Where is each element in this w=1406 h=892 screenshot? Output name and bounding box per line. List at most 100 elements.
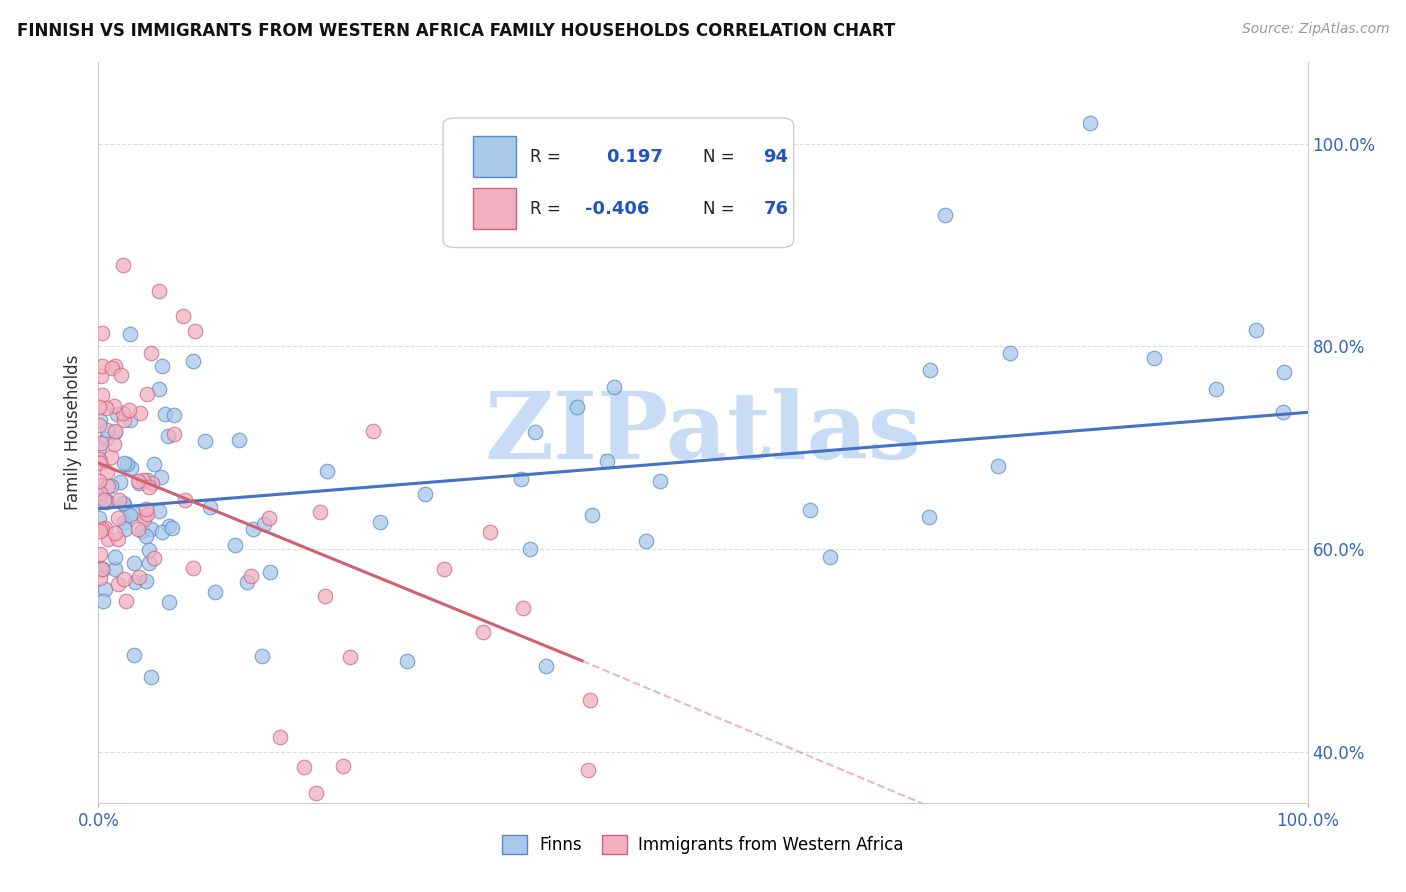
Point [150,359,173,373]
Point [194,434,217,449]
Point [89,451,111,466]
Point [91,522,114,536]
Point [143,550,166,565]
Point [305,786,328,800]
Point [163,409,186,423]
Point [89,486,111,500]
Point [200,500,222,515]
Point [259,566,281,580]
Point [299,805,322,820]
Point [107,577,129,591]
Point [138,480,160,494]
Point [292,760,315,774]
FancyBboxPatch shape [474,188,516,229]
Point [89,524,111,538]
Point [91,326,114,341]
Point [157,595,180,609]
Point [96,423,118,437]
Point [153,408,176,422]
Point [250,648,273,663]
Point [94,521,117,535]
Text: Source: ZipAtlas.com: Source: ZipAtlas.com [1241,22,1389,37]
Point [920,362,942,376]
Point [110,475,132,489]
Text: 94: 94 [763,148,789,166]
Point [579,693,602,707]
Point [89,560,111,574]
Point [1272,405,1295,419]
Point [361,424,384,438]
Point [128,406,150,420]
Point [91,594,114,608]
Point [519,542,541,557]
Point [395,654,418,668]
Point [149,470,172,484]
Y-axis label: Family Households: Family Households [65,355,83,510]
Point [184,324,207,338]
Point [122,648,145,662]
Point [236,575,259,590]
Point [115,458,138,472]
Point [648,475,671,489]
Point [112,456,135,470]
Point [139,346,162,360]
Point [118,326,141,341]
Point [89,417,111,432]
Point [131,524,153,538]
Point [132,473,155,487]
Point [204,585,226,599]
Point [132,512,155,526]
Text: FINNISH VS IMMIGRANTS FROM WESTERN AFRICA FAMILY HOUSEHOLDS CORRELATION CHART: FINNISH VS IMMIGRANTS FROM WESTERN AFRIC… [17,22,896,40]
Point [87,441,110,455]
Point [269,730,291,744]
Point [89,571,111,585]
Point [918,510,941,524]
Point [120,413,142,427]
Point [603,380,626,394]
Point [987,458,1010,473]
Point [1205,383,1227,397]
Point [479,524,502,539]
Point [523,425,546,439]
Point [138,543,160,558]
Point [565,400,588,414]
Point [228,434,250,448]
Point [87,400,110,414]
Point [534,659,557,673]
Point [110,368,132,382]
Point [89,412,111,426]
Point [89,489,111,503]
Point [934,208,956,222]
Point [124,574,146,589]
Point [370,515,392,529]
Point [104,549,127,564]
Point [91,359,114,373]
Point [181,560,204,574]
Point [94,401,117,415]
Point [135,529,157,543]
Text: 0.197: 0.197 [606,148,664,166]
Point [89,456,111,470]
Point [150,525,173,540]
Point [1078,116,1101,130]
Point [91,561,114,575]
Point [239,569,262,583]
Point [112,573,135,587]
Point [135,574,157,589]
Point [112,497,135,511]
Text: -0.406: -0.406 [585,200,650,218]
Point [316,464,339,478]
Point [1143,351,1166,365]
Point [142,457,165,471]
Point [636,534,658,549]
Point [104,359,127,373]
Point [309,505,332,519]
Point [148,284,170,298]
Point [89,511,111,525]
Point [135,473,157,487]
Point [107,492,129,507]
Point [132,510,155,524]
Point [576,763,599,777]
Point [107,511,129,525]
Point [94,495,117,509]
